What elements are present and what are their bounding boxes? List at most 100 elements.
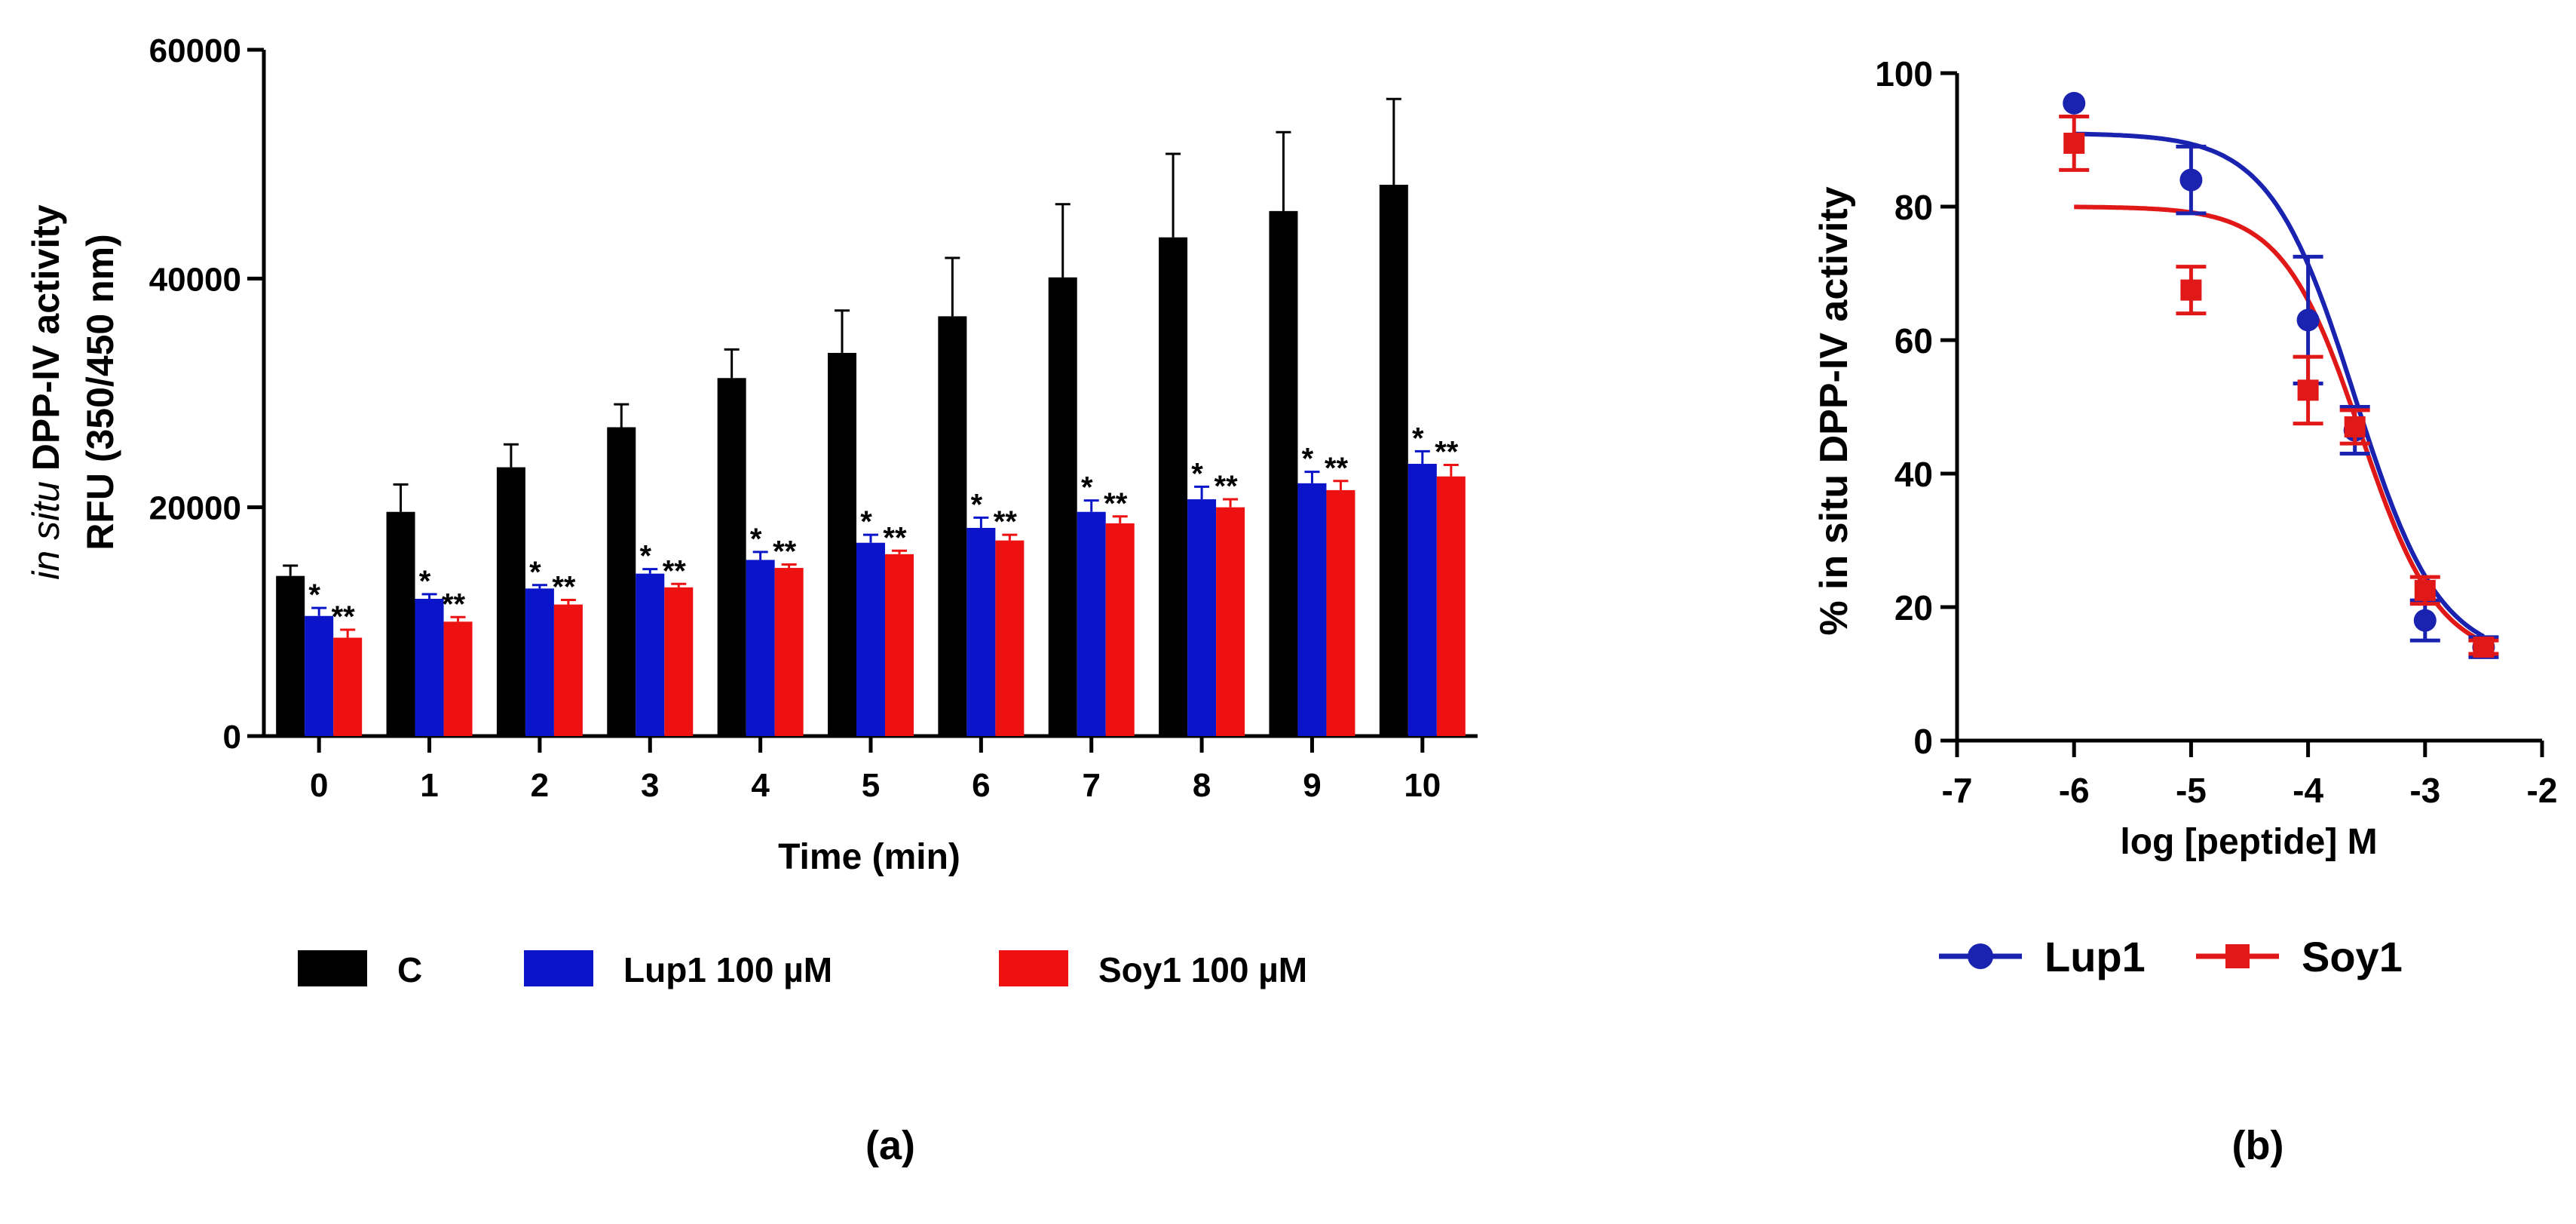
dose-response-y-tick-label: 80 [1894, 188, 1933, 227]
bar-1 [525, 588, 554, 736]
bar-2 [885, 554, 914, 736]
dose-response-points [2059, 91, 2499, 659]
bar-chart-bars: ******* *** *** *** ****** *** *** *** ** [276, 97, 1466, 737]
dose-response-axes: 0 20 40 60 80 100 -7 -6 -5 -4 -3 -2 [1875, 54, 2557, 810]
data-point-soy1 [2063, 132, 2085, 154]
dose-response-x-tick-label: -6 [2059, 771, 2090, 810]
significance-marker: ** [1104, 487, 1128, 520]
bar-0 [1159, 237, 1188, 736]
bar-chart-ylabel-line2: RFU (350/450 nm) [79, 234, 121, 551]
legend-swatch [298, 950, 367, 986]
bar-chart-x-tick-label: 4 [751, 767, 770, 804]
bar-0 [828, 352, 856, 736]
bar-2 [1436, 476, 1466, 736]
dose-response-curves [2074, 131, 2485, 644]
bar-chart-ylabel-line1: in situ DPP-IV activity [25, 204, 67, 580]
bar-1 [856, 542, 885, 736]
panel-label-b: (b) [2232, 1123, 2284, 1168]
significance-marker: * [419, 565, 431, 598]
data-point-lup1 [2063, 91, 2086, 115]
bar-1 [1077, 511, 1106, 736]
bar-0 [717, 378, 746, 736]
bar-chart-x-tick-label: 5 [862, 767, 880, 804]
legend-label: C [397, 950, 422, 989]
significance-marker: ** [332, 600, 356, 633]
significance-marker: ** [883, 521, 907, 554]
bar-chart-y-tick-label: 40000 [149, 261, 241, 298]
data-point-soy1 [2297, 379, 2319, 401]
bar-2 [1326, 489, 1355, 736]
significance-marker: ** [773, 535, 797, 569]
bar-2 [664, 587, 694, 736]
bar-1 [636, 573, 665, 736]
significance-marker: * [1302, 443, 1314, 476]
significance-marker: * [750, 523, 762, 556]
bar-1 [746, 560, 775, 736]
bar-2 [995, 540, 1025, 736]
bar-0 [1269, 210, 1298, 737]
bar-chart-xlabel: Time (min) [778, 837, 960, 877]
legend-swatch [999, 950, 1068, 986]
significance-marker: ** [552, 571, 576, 604]
bar-2 [1105, 523, 1135, 736]
data-point-soy1 [2414, 579, 2436, 601]
significance-marker: * [1191, 457, 1203, 490]
legend-label: Soy1 100 µM [1098, 950, 1307, 989]
bar-1 [966, 527, 996, 736]
data-point-lup1 [2179, 168, 2203, 192]
dose-response-legend: Lup1 Soy1 [1939, 933, 2403, 980]
bar-chart-x-tick-label: 1 [420, 767, 438, 804]
significance-marker: ** [994, 505, 1018, 538]
bar-1 [415, 599, 444, 736]
significance-marker: * [1081, 471, 1093, 505]
bar-2 [553, 604, 583, 736]
bar-1 [1297, 483, 1327, 736]
dose-response-y-tick-label: 20 [1894, 588, 1933, 627]
bar-1 [1187, 499, 1217, 736]
bar-chart-x-tick-label: 9 [1303, 767, 1321, 804]
bar-chart-x-tick-label: 3 [641, 767, 659, 804]
dose-response-x-tick-label: -4 [2293, 771, 2323, 810]
legend-label: Lup1 100 µM [623, 950, 832, 989]
significance-marker: ** [442, 587, 466, 621]
bar-0 [386, 511, 415, 736]
legend-swatch [524, 950, 593, 986]
legend-label: Lup1 [2045, 933, 2146, 980]
data-point-soy1 [2473, 637, 2495, 658]
dose-response-panel-b: 0 20 40 60 80 100 -7 -6 -5 -4 -3 -2 % in situ DPP-I… [1812, 54, 2557, 1168]
legend-marker [1968, 943, 1993, 969]
significance-marker: * [308, 578, 320, 612]
fit-curve-soy1 [2074, 204, 2485, 644]
bar-chart-x-tick-label: 10 [1404, 767, 1441, 804]
bar-1 [305, 615, 334, 736]
bar-chart-x-tick-label: 0 [310, 767, 328, 804]
significance-marker: * [639, 540, 651, 573]
data-point-soy1 [2180, 279, 2202, 301]
bar-0 [276, 575, 305, 736]
data-point-lup1 [2413, 609, 2437, 632]
bar-2 [443, 621, 473, 736]
bar-chart-x-tick-label: 6 [972, 767, 990, 804]
bar-chart-y-tick-label: 60000 [149, 32, 241, 69]
significance-marker: ** [1325, 452, 1349, 485]
significance-marker: * [529, 556, 541, 589]
significance-marker: ** [1435, 436, 1459, 469]
bar-0 [496, 467, 525, 736]
dose-response-x-tick-label: -7 [1942, 771, 1973, 810]
legend-marker [2225, 944, 2250, 968]
dose-response-xlabel: log [peptide] M [2120, 822, 2377, 862]
bar-2 [333, 637, 363, 736]
bar-2 [1216, 507, 1245, 736]
bar-chart-x-tick-label: 8 [1193, 767, 1211, 804]
dose-response-y-tick-label: 60 [1894, 321, 1933, 360]
bar-0 [607, 427, 636, 736]
bar-chart-y-tick-label: 20000 [149, 490, 241, 527]
dose-response-ylabel: % in situ DPP-IV activity [1812, 186, 1856, 635]
panel-label-a: (a) [865, 1123, 915, 1168]
dose-response-x-tick-label: -2 [2527, 771, 2558, 810]
legend-label: Soy1 [2302, 933, 2403, 980]
bar-chart-x-tick-label: 7 [1082, 767, 1100, 804]
bar-0 [1379, 184, 1408, 736]
